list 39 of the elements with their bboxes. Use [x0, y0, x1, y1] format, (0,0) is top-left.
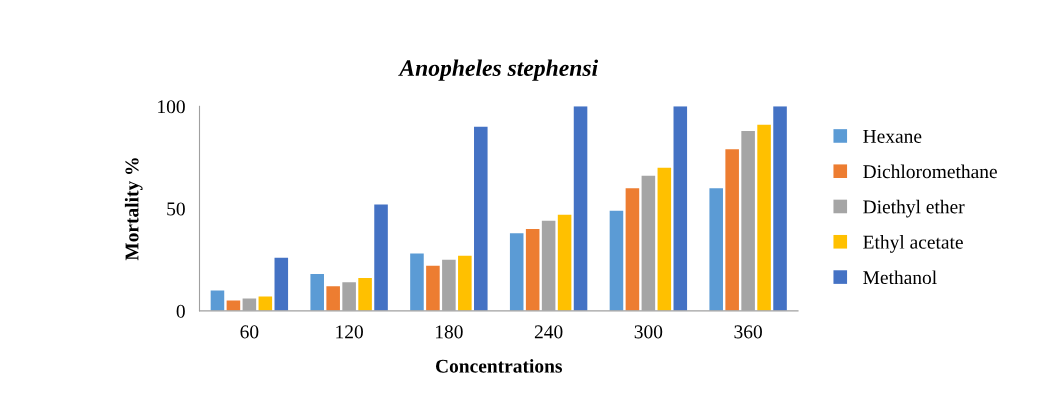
bar [625, 188, 640, 311]
x-tick-label: 360 [734, 325, 762, 339]
bar [509, 233, 524, 311]
legend-label: Diethyl ether [863, 199, 965, 218]
bar [474, 126, 488, 311]
legend-label: Dichloromethane [863, 164, 997, 179]
bar [210, 290, 225, 311]
x-tick-label: 300 [634, 325, 663, 339]
bar [458, 255, 472, 311]
bar [410, 253, 424, 311]
bar [609, 210, 624, 311]
x-tick-label: 240 [534, 325, 563, 339]
bar [374, 204, 388, 311]
bar [326, 286, 340, 311]
bar [557, 214, 572, 311]
x-tick-label: 180 [436, 325, 463, 339]
bar [657, 167, 672, 311]
x-tick-label: 60 [240, 325, 259, 339]
x-tick-label: 120 [336, 325, 363, 339]
bar [426, 265, 440, 311]
legend-label: Hexane [863, 130, 922, 143]
legend-label: Ethyl acetate [863, 235, 963, 253]
bar [358, 278, 372, 311]
bar [757, 124, 771, 311]
y-tick-label: 0 [176, 304, 185, 318]
chart-title: Anopheles stephensi [398, 59, 599, 81]
bar [274, 257, 289, 311]
bar [673, 106, 688, 311]
x-axis-title: Concentrations [435, 359, 563, 373]
bar [709, 188, 723, 311]
bar [725, 149, 739, 311]
legend-label: Methanol [863, 270, 937, 285]
bar [310, 274, 324, 311]
bar [773, 106, 787, 311]
y-tick-label: 50 [167, 202, 185, 216]
bar [525, 229, 540, 311]
bar [573, 106, 588, 311]
y-tick-label: 100 [158, 100, 185, 114]
y-axis-title: Mortality % [124, 158, 143, 261]
